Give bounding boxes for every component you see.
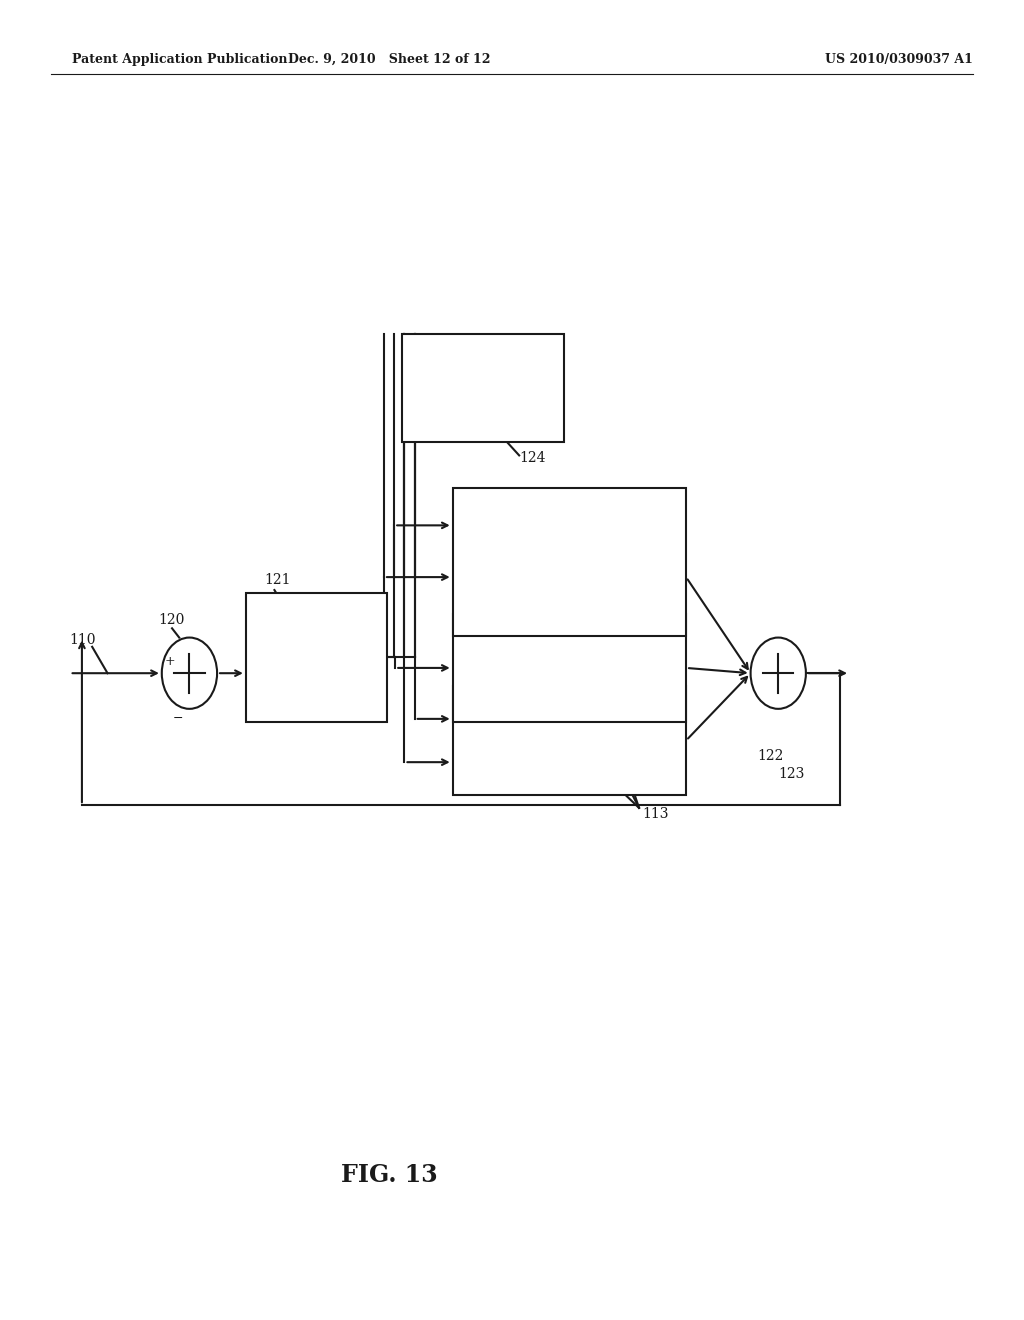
Bar <box>453 488 686 636</box>
Text: FIG. 13: FIG. 13 <box>341 1163 437 1187</box>
Text: Patent Application Publication: Patent Application Publication <box>72 53 287 66</box>
Bar <box>246 593 387 722</box>
Text: 121: 121 <box>264 573 291 587</box>
Text: 120: 120 <box>159 612 185 627</box>
Bar <box>453 686 686 795</box>
Bar <box>453 614 686 722</box>
Text: 110: 110 <box>70 632 96 647</box>
Bar <box>402 334 564 442</box>
Text: US 2010/0309037 A1: US 2010/0309037 A1 <box>825 53 973 66</box>
Text: −: − <box>173 713 183 726</box>
Circle shape <box>162 638 217 709</box>
Text: Dec. 9, 2010   Sheet 12 of 12: Dec. 9, 2010 Sheet 12 of 12 <box>288 53 490 66</box>
Circle shape <box>751 638 806 709</box>
Text: 113: 113 <box>642 807 669 821</box>
Text: 124: 124 <box>519 450 546 465</box>
Text: 123: 123 <box>778 767 805 781</box>
Text: +: + <box>165 655 175 668</box>
Text: 122: 122 <box>758 748 784 763</box>
